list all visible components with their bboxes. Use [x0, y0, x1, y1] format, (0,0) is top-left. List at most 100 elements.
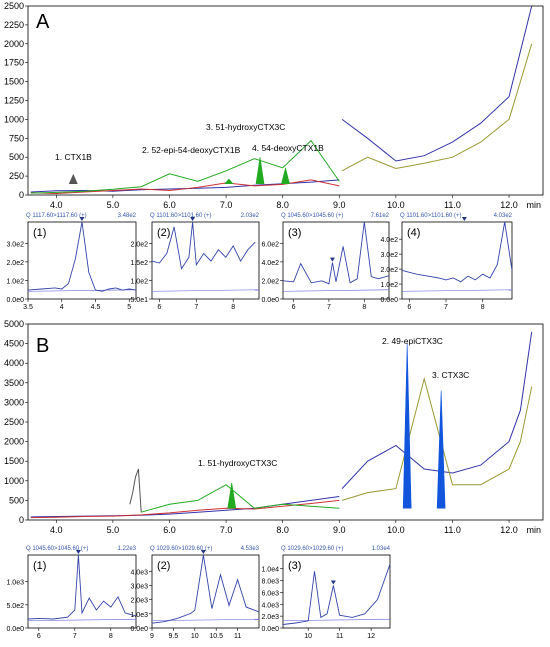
x-tick-label: 11.0 [444, 525, 461, 535]
chromatogram-trace [341, 376, 533, 501]
y-tick-label: 1.0e2 [130, 278, 148, 285]
y-tick-label: 5.0e2 [6, 603, 24, 610]
y-tick-label: 1.0e3 [6, 580, 24, 587]
chromatogram-trace [30, 496, 340, 518]
inset-header-transition: Q 1101.60>1101.60 (+) [150, 213, 212, 219]
x-tick-label: 8 [481, 304, 485, 311]
peak-fill [281, 167, 290, 184]
x-tick-label: 4.0 [50, 525, 63, 535]
y-tick-label: 3500 [4, 378, 24, 388]
peak-marker [330, 580, 336, 585]
chromatogram-trace [30, 139, 340, 194]
y-tick-label: 2250 [4, 20, 24, 30]
y-tick-label: 2.0e2 [261, 278, 279, 285]
b-inset-3-chart: 0.0e0 2.0e3 4.0e3 6.0e3 8.0e3 1.0e4 10 11 12 Q 10… [261, 546, 390, 640]
y-tick-label: 4500 [4, 339, 24, 349]
a-inset-3-chart: 0.0e0 2.0e2 4.0e2 6.0e2 6 7 8 Q 1045.60>1045.60… [261, 213, 389, 311]
x-tick-label: 10 [304, 633, 312, 640]
peak-fill [227, 482, 237, 509]
inset-label: (2) [157, 227, 170, 239]
inset-trace [151, 554, 260, 624]
inset-label: (3) [288, 560, 301, 572]
y-tick-label: 3.0e2 [380, 252, 398, 259]
y-tick-label: 1500 [4, 77, 24, 87]
y-tick-label: 5.0e1 [130, 297, 148, 304]
inset-header-transition: Q 1029.60>1029.60 (+) [150, 546, 212, 552]
a-main-chart: 0 250 500 750 1000 1250 1500 1750 2000 2250 2500 4.… [4, 1, 544, 210]
x-tick-label: 11.0 [444, 200, 461, 210]
y-tick-label: 8.0e3 [261, 579, 279, 586]
y-tick-label: 3.0e2 [6, 241, 24, 248]
x-tick-label: 11 [336, 633, 343, 640]
inset-header-intensity: 4.53e3 [241, 546, 260, 552]
x-tick-label: 10.0 [387, 200, 405, 210]
baseline-trace [27, 618, 137, 622]
x-tick-label: 7 [73, 633, 77, 640]
b-inset-1-chart: 0.0e0 5.0e2 1.0e3 6 7 8 Q 1045.60>1045.60 (+) 1… [6, 546, 136, 640]
peak-marker [200, 550, 206, 554]
peak-annotation: 3. CTX3C [432, 370, 469, 380]
inset-trace [27, 221, 137, 292]
y-tick-label: 2000 [4, 437, 24, 447]
peak-fill [436, 390, 446, 509]
inset-header-intensity: 3.48e2 [118, 213, 137, 219]
y-tick-label: 1.0e2 [6, 278, 24, 285]
peak-marker [461, 217, 467, 221]
plot-frame [282, 554, 391, 629]
y-tick-label: 6.0e3 [261, 590, 279, 597]
baseline-trace [27, 289, 137, 292]
x-tick-label: 3.5 [23, 304, 33, 311]
peak-marker [190, 217, 196, 221]
inset-header-intensity: 2.03e2 [241, 213, 260, 219]
peak-annotation: 2. 52-epi-54-deoxyCTX1B [142, 145, 241, 155]
panel-label: B [36, 335, 49, 357]
x-tick-label: 7.0 [220, 200, 233, 210]
x-tick-label: 12 [367, 633, 375, 640]
b-main-chart: 0 500 1000 1500 2000 2500 3000 3500 4000 4500 5000… [4, 319, 544, 535]
y-tick-label: 750 [9, 133, 24, 143]
y-tick-label: 2.0e2 [130, 241, 148, 248]
peak-fill [224, 178, 234, 184]
baseline-trace [282, 289, 390, 292]
peak-annotation: 1. CTX1B [55, 152, 92, 162]
x-tick-label: 5 [127, 304, 131, 311]
chromatogram-trace [129, 468, 142, 513]
x-tick-label: 4 [60, 304, 64, 311]
y-tick-label: 2500 [4, 417, 24, 427]
x-tick-label: 8.0 [276, 525, 289, 535]
y-tick-label: 2500 [4, 1, 24, 11]
y-tick-label: 1.0e4 [261, 567, 279, 574]
y-tick-label: 2.0e3 [130, 598, 148, 605]
inset-header-intensity: 4.03e2 [494, 213, 513, 219]
y-tick-label: 5000 [4, 319, 24, 329]
x-tick-label: 4.0 [50, 200, 63, 210]
x-tick-label: 6 [292, 304, 296, 311]
inset-header-intensity: 1.22e3 [118, 546, 137, 552]
peak-annotation: 1. 51-hydroxyCTX3C [198, 458, 277, 468]
inset-header-transition: Q 1117.60>1117.60 (+) [26, 213, 87, 219]
y-tick-label: 500 [9, 152, 24, 162]
y-tick-label: 1.0e3 [130, 612, 148, 619]
y-tick-label: 4.0e2 [380, 237, 398, 244]
inset-label: (4) [407, 227, 420, 239]
y-tick-label: 1.0e2 [380, 282, 398, 289]
peak-fill [402, 343, 412, 509]
plot-frame [282, 221, 390, 300]
x-tick-label: 12.0 [500, 200, 518, 210]
plot-frame [27, 323, 544, 521]
plot-frame [151, 221, 260, 300]
x-tick-label: 9.0 [333, 200, 346, 210]
x-tick-label: 7 [444, 304, 448, 311]
x-tick-label: 7.0 [220, 525, 233, 535]
x-tick-label: 4.5 [91, 304, 101, 311]
x-tick-label: 6 [407, 304, 411, 311]
y-tick-label: 1500 [4, 456, 24, 466]
x-tick-label: 8.0 [276, 200, 289, 210]
inset-label: (2) [157, 560, 170, 572]
inset-trace [282, 564, 391, 625]
b-inset-2-chart: 0.0e0 1.0e3 2.0e3 3.0e3 4.0e3 9 9.5 10 10.5 11 Q 1… [130, 546, 259, 640]
y-tick-label: 0.0e0 [261, 626, 279, 633]
y-tick-label: 2.0e2 [6, 260, 24, 267]
chromatogram-trace [341, 331, 533, 489]
inset-header-transition: Q 1101.60>1101.60 (+) [400, 213, 462, 219]
